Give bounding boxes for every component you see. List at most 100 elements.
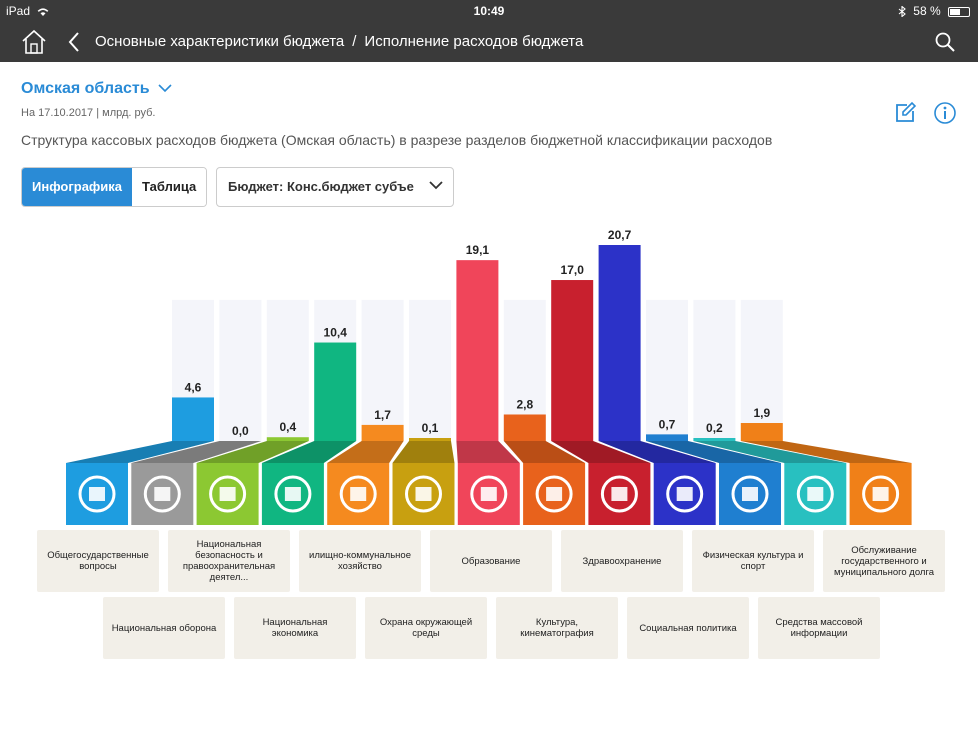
icon-detail (350, 487, 367, 501)
battery-icon (948, 6, 970, 17)
theater-masks-icon (535, 475, 573, 513)
bar-ghost (219, 299, 262, 441)
category-label: Общегосударственные вопросы (37, 530, 159, 592)
people-icon (666, 475, 704, 513)
device-name: iPad (6, 4, 50, 18)
shield-icon (143, 475, 181, 513)
region-selector[interactable]: Омская область (21, 80, 172, 98)
breadcrumb-budget-characteristics[interactable]: Основные характеристики бюджета (95, 33, 345, 50)
bar-value-label: 0,7 (659, 417, 676, 431)
budget-bar-chart: 4,6 0,0 0,4 10,4 1,7 0,1 19,1 2,8 17,0 20,7 0,7 0,2… (66, 228, 912, 525)
wifi-icon (38, 8, 49, 16)
icon-detail (415, 487, 432, 501)
bar-value-label: 0,4 (279, 420, 296, 434)
bar-ghost (740, 299, 783, 441)
category-label: Средства массовой информации (758, 597, 880, 659)
bar-connector (598, 441, 716, 463)
category-label: Здравоохранение (561, 530, 683, 592)
bar-value-label: 2,8 (516, 397, 533, 411)
bar (551, 280, 594, 441)
budget-dropdown-value: Бюджет: Конс.бюджет субъе (228, 179, 414, 194)
icon-detail (89, 487, 105, 501)
bar (646, 434, 688, 441)
chevron-down-icon (158, 84, 172, 93)
category-label: илищно-коммунальное хозяйство (299, 530, 421, 592)
bar-ghost (646, 299, 688, 441)
hand-coins-icon (862, 475, 900, 513)
navigation-bar: Основные характеристики бюджета / Исполнен… (0, 22, 978, 62)
search-icon[interactable] (934, 31, 956, 53)
bar-ghost (361, 299, 404, 441)
bar (361, 424, 404, 441)
breadcrumb-expenditure-execution[interactable]: Исполнение расходов бюджета (364, 33, 584, 50)
bar-ghost (409, 299, 451, 441)
bar (314, 342, 357, 441)
bar-connector (503, 441, 586, 463)
bar (456, 260, 499, 441)
handcuffs-icon (209, 475, 247, 513)
bar (503, 414, 546, 441)
bar-ghost (266, 299, 309, 441)
bar-ghost (693, 299, 736, 441)
bar-connector (551, 441, 651, 463)
category-label: Национальная безопасность и правоохранит… (168, 530, 290, 592)
chevron-down-icon (429, 181, 443, 190)
bar-value-label: 0,0 (232, 424, 249, 438)
bar-connector (740, 441, 912, 463)
graduation-cap-icon (470, 475, 508, 513)
bar-connector (261, 441, 357, 463)
icon-detail (676, 487, 693, 501)
bar-connector (66, 441, 214, 463)
bank-icon (274, 475, 312, 513)
tab-infographic[interactable]: Инфографика (22, 168, 133, 206)
government-building-icon (78, 475, 116, 513)
icon-detail (219, 487, 236, 501)
bar-value-label: 20,7 (608, 228, 632, 242)
bar-value-label: 19,1 (466, 243, 490, 257)
icon-detail (480, 487, 497, 501)
edit-icon[interactable] (893, 101, 917, 125)
breadcrumb-separator: / (352, 33, 357, 50)
bar-connector (456, 441, 520, 463)
budget-dropdown[interactable]: Бюджет: Конс.бюджет субъе (216, 167, 454, 207)
breadcrumb: Основные характеристики бюджета / Исполнен… (95, 33, 583, 50)
bar-value-label: 1,9 (753, 406, 770, 420)
icon-detail (872, 487, 889, 501)
bar (740, 423, 783, 441)
medicine-bowl-icon (600, 475, 638, 513)
bar-value-label: 0,1 (422, 421, 439, 435)
bar (598, 245, 641, 441)
home-icon[interactable] (20, 28, 48, 56)
bar-connector (392, 441, 455, 463)
bar-value-label: 4,6 (185, 380, 202, 394)
icon-detail (546, 487, 563, 501)
category-label: Охрана окружающей среды (365, 597, 487, 659)
icon-detail (807, 487, 824, 501)
trees-icon (405, 475, 442, 513)
newspaper-icon (796, 475, 834, 513)
report-date: На 17.10.2017 | млрд. руб. (21, 107, 156, 119)
bar (172, 397, 214, 441)
battery-status: 58 % (898, 4, 970, 19)
bar-connector (131, 441, 262, 463)
category-label: Образование (430, 530, 552, 592)
chart-subtitle: Структура кассовых расходов бюджета (Омс… (21, 132, 773, 148)
bluetooth-icon (898, 5, 906, 19)
info-icon[interactable] (933, 101, 957, 125)
bar-value-label: 17,0 (561, 263, 585, 277)
bar-connector (693, 441, 847, 463)
bar-value-label: 10,4 (324, 326, 348, 340)
category-label: Культура, кинематография (496, 597, 618, 659)
category-label: Национальная экономика (234, 597, 356, 659)
bar-connector (327, 441, 404, 463)
bar-connector (646, 441, 781, 463)
bar-value-label: 0,2 (706, 421, 723, 435)
soccer-ball-icon (731, 475, 769, 513)
bar (409, 438, 451, 441)
category-label: Обслуживание государственного и муниципа… (823, 530, 945, 592)
tab-table[interactable]: Таблица (132, 168, 207, 206)
back-chevron-icon[interactable] (66, 30, 82, 54)
status-time: 10:49 (473, 4, 505, 18)
icon-detail (742, 487, 758, 501)
region-name: Омская область (21, 80, 150, 97)
